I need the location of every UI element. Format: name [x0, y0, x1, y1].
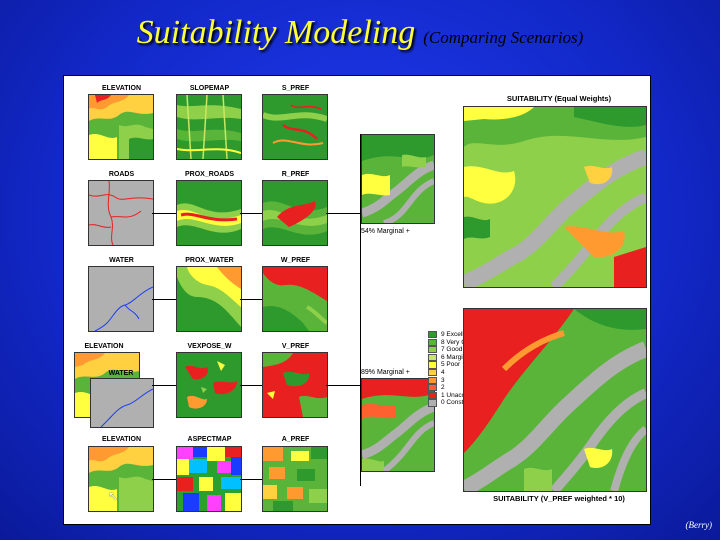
map-s-pref: [262, 94, 328, 160]
map-r-pref: [262, 180, 328, 246]
connector-vertical: [360, 134, 361, 486]
legend-swatch: [428, 384, 437, 392]
label-s-pref: S_PREF: [281, 85, 310, 92]
label-aspectmap: ASPECTMAP: [187, 436, 232, 443]
legend-label: 3: [441, 376, 445, 384]
label-roads: ROADS: [108, 171, 135, 178]
label-water-inset: WATER: [108, 370, 134, 377]
map-comparison-bottom: [361, 378, 435, 472]
connector-elevation-3: [152, 479, 176, 480]
legend-label: 2: [441, 384, 445, 392]
legend-swatch: [428, 346, 437, 354]
connector-water-inset: [152, 385, 176, 386]
legend-label: 6 Marginal: [441, 353, 472, 361]
legend-label: 0 Constrained: [441, 399, 482, 407]
map-w-pref: [262, 266, 328, 332]
result-bottom-title: SUITABILITY (V_PREF weighted * 10): [493, 494, 625, 503]
map-roads: [88, 180, 154, 246]
map-suitability-equal: [463, 106, 647, 288]
map-water-inset: [90, 378, 154, 428]
map-comparison-top: [361, 134, 435, 224]
label-w-pref: W_PREF: [280, 257, 311, 264]
map-a-pref: [262, 446, 328, 512]
connector-water: [152, 299, 176, 300]
legend-swatch: [428, 399, 437, 407]
legend-label: 9 Excellent: [441, 331, 473, 338]
map-suitability-weighted: [463, 308, 647, 492]
map-prox-water: [176, 266, 242, 332]
note-bottom: 89% Marginal +: [361, 369, 410, 376]
label-water: WATER: [109, 257, 134, 264]
label-v-pref: V_PREF: [281, 343, 310, 350]
legend-label: 7 Good: [441, 346, 463, 354]
label-r-pref: R_PREF: [281, 171, 310, 178]
subtitle-text: (Comparing Scenarios): [423, 28, 584, 47]
map-aspectmap: [176, 446, 242, 512]
legend-swatch: [428, 391, 437, 399]
connector-vexpose: [240, 385, 262, 386]
map-water: [88, 266, 154, 332]
label-elevation-2: ELEVATION: [84, 343, 124, 350]
legend-swatch: [428, 376, 437, 384]
connector-roads: [152, 213, 176, 214]
legend-label: 8 Very Good: [441, 338, 478, 346]
label-vexpose-w: VEXPOSE_W: [187, 343, 232, 350]
connector-prox-roads: [240, 213, 262, 214]
legend-swatch: [428, 353, 437, 361]
legend-label: 5 Poor: [441, 361, 461, 369]
connector-r-pref: [326, 213, 360, 214]
legend-swatch: [428, 368, 437, 377]
connector-aspect: [240, 479, 262, 480]
label-elevation-3: ELEVATION: [101, 436, 142, 443]
label-elevation-1: ELEVATION: [101, 85, 142, 92]
connector-v-pref: [326, 385, 360, 386]
note-top: 54% Marginal +: [361, 228, 410, 235]
map-elevation-3: [88, 446, 154, 512]
credit-text: (Berry): [685, 520, 713, 530]
label-slopemap: SLOPEMAP: [189, 85, 230, 92]
slide-title: Suitability Modeling (Comparing Scenario…: [0, 14, 720, 52]
legend-swatch: [428, 331, 437, 339]
result-top-title: SUITABILITY (Equal Weights): [506, 94, 612, 103]
label-prox-water: PROX_WATER: [185, 257, 234, 264]
label-a-pref: A_PREF: [281, 436, 310, 443]
map-vexpose-w: [176, 352, 242, 418]
map-elevation: [88, 94, 154, 160]
diagram-panel: ELEVATION SLOPEMAP S_PREF ROADS PROX_ROA…: [63, 75, 651, 525]
map-prox-roads: [176, 180, 242, 246]
label-prox-roads: PROX_ROADS: [184, 171, 234, 178]
cursor-icon: ↖: [108, 489, 119, 503]
legend-swatch: [428, 361, 437, 369]
legend-swatch: [428, 338, 437, 346]
legend-label: 4: [441, 368, 445, 376]
map-slopemap: [176, 94, 242, 160]
connector-prox-water: [240, 299, 262, 300]
map-v-pref: [262, 352, 328, 418]
title-text: Suitability Modeling: [136, 14, 416, 51]
